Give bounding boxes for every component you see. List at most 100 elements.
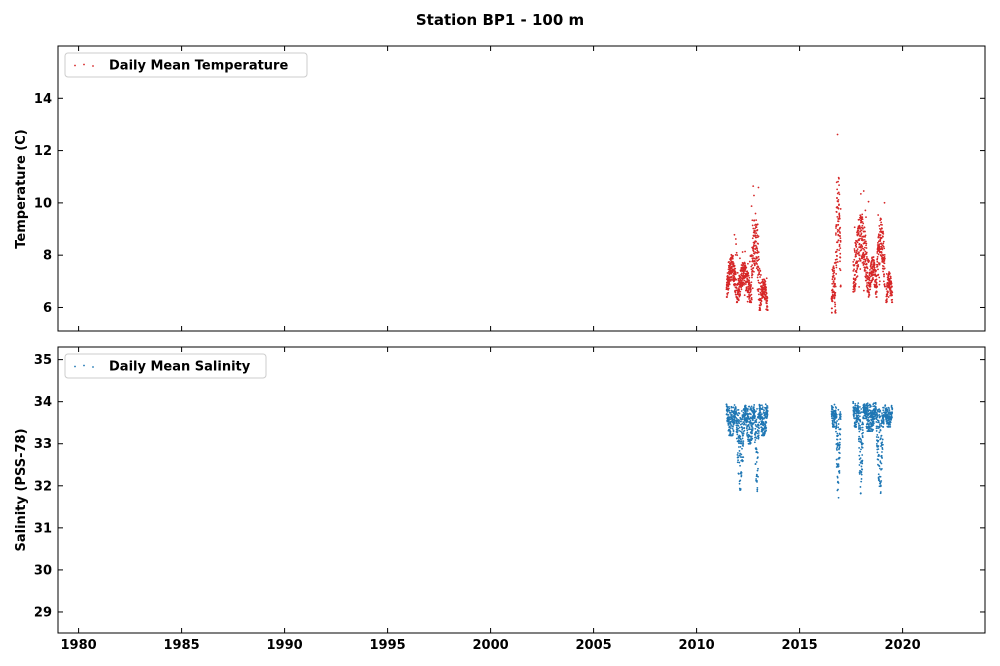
salinity-y-ticks: 29 30 31 32 33 34 35 bbox=[34, 353, 985, 620]
salinity-point bbox=[860, 471, 863, 473]
temperature-point bbox=[856, 241, 859, 244]
salinity-point bbox=[838, 472, 841, 474]
temperature-point bbox=[728, 260, 730, 263]
temperature-point bbox=[835, 211, 838, 213]
temperature-point bbox=[733, 233, 736, 236]
temperature-point bbox=[734, 291, 737, 294]
temperature-point bbox=[875, 269, 878, 272]
temperature-point bbox=[874, 293, 877, 295]
salinity-point bbox=[885, 407, 888, 410]
salinity-point bbox=[876, 413, 879, 415]
temperature-point bbox=[832, 280, 835, 283]
temperature-point bbox=[757, 290, 760, 293]
y-tick-label: 8 bbox=[43, 249, 52, 264]
temperature-point bbox=[886, 298, 888, 300]
temperature-point bbox=[878, 245, 881, 248]
temperature-point bbox=[865, 244, 867, 247]
temperature-point bbox=[744, 283, 747, 285]
salinity-point bbox=[754, 427, 757, 430]
temperature-point bbox=[757, 186, 760, 189]
salinity-point bbox=[857, 408, 860, 411]
salinity-point bbox=[755, 448, 758, 451]
temperature-point bbox=[878, 243, 881, 246]
temperature-point bbox=[859, 246, 862, 249]
salinity-point bbox=[731, 414, 733, 416]
salinity-point bbox=[858, 440, 860, 443]
temperature-legend-marker bbox=[74, 64, 76, 67]
temperature-point bbox=[869, 283, 872, 286]
temperature-point bbox=[760, 300, 763, 303]
salinity-point bbox=[839, 411, 842, 413]
temperature-point bbox=[872, 256, 875, 258]
salinity-point bbox=[836, 476, 839, 479]
temperature-point bbox=[750, 289, 752, 291]
temperature-point bbox=[837, 200, 840, 203]
temperature-point bbox=[891, 298, 894, 301]
salinity-point bbox=[836, 432, 839, 435]
temperature-point bbox=[860, 244, 863, 246]
salinity-point bbox=[739, 430, 742, 433]
salinity-point bbox=[879, 467, 881, 470]
temperature-point bbox=[753, 264, 756, 267]
y-tick-label: 34 bbox=[34, 395, 52, 410]
temperature-point bbox=[877, 253, 880, 256]
temperature-point bbox=[874, 273, 877, 276]
temperature-point bbox=[875, 275, 878, 278]
temperature-point bbox=[750, 268, 753, 271]
temperature-point bbox=[837, 199, 840, 201]
temperature-point bbox=[881, 227, 883, 230]
salinity-point bbox=[839, 418, 842, 421]
temperature-point bbox=[741, 285, 744, 288]
temperature-point bbox=[853, 268, 855, 271]
salinity-point bbox=[882, 421, 885, 424]
temperature-point bbox=[858, 239, 860, 242]
salinity-point bbox=[839, 438, 842, 441]
salinity-point bbox=[874, 403, 877, 405]
temperature-point bbox=[891, 301, 894, 304]
salinity-point bbox=[738, 442, 740, 445]
salinity-point bbox=[754, 415, 756, 417]
salinity-point bbox=[833, 421, 836, 424]
salinity-point bbox=[879, 491, 882, 493]
temperature-point bbox=[863, 226, 866, 229]
temperature-point bbox=[855, 251, 858, 254]
salinity-point bbox=[740, 475, 743, 478]
salinity-point bbox=[872, 420, 875, 423]
salinity-point bbox=[736, 454, 739, 456]
salinity-point bbox=[832, 406, 834, 409]
salinity-point bbox=[878, 480, 881, 483]
temperature-point bbox=[744, 270, 746, 272]
salinity-point bbox=[878, 454, 881, 457]
temperature-point bbox=[735, 278, 738, 281]
salinity-point bbox=[758, 430, 760, 432]
temperature-point bbox=[835, 266, 838, 269]
temperature-point bbox=[754, 244, 757, 247]
salinity-point bbox=[741, 422, 744, 425]
temperature-point bbox=[873, 261, 876, 264]
temperature-point bbox=[750, 265, 753, 268]
temperature-point bbox=[875, 296, 878, 298]
temperature-point bbox=[838, 184, 840, 187]
temperature-legend-marker bbox=[83, 63, 85, 66]
salinity-point bbox=[860, 473, 863, 476]
temperature-legend: Daily Mean Temperature bbox=[64, 52, 308, 78]
temperature-point bbox=[882, 280, 885, 283]
temperature-point bbox=[836, 230, 839, 233]
temperature-point bbox=[865, 251, 868, 254]
temperature-point bbox=[728, 281, 731, 284]
salinity-point bbox=[831, 419, 834, 422]
salinity-point bbox=[855, 404, 857, 407]
temperature-point bbox=[734, 271, 737, 274]
salinity-point bbox=[852, 400, 855, 403]
temperature-point bbox=[735, 287, 738, 289]
temperature-point bbox=[753, 260, 756, 263]
salinity-point bbox=[859, 457, 862, 460]
temperature-point bbox=[855, 255, 857, 258]
salinity-point bbox=[879, 484, 882, 487]
salinity-point bbox=[859, 450, 862, 453]
temperature-point bbox=[834, 305, 836, 308]
salinity-point bbox=[754, 439, 757, 441]
salinity-point bbox=[858, 447, 861, 449]
temperature-point bbox=[764, 280, 767, 283]
temperature-point bbox=[853, 289, 856, 292]
